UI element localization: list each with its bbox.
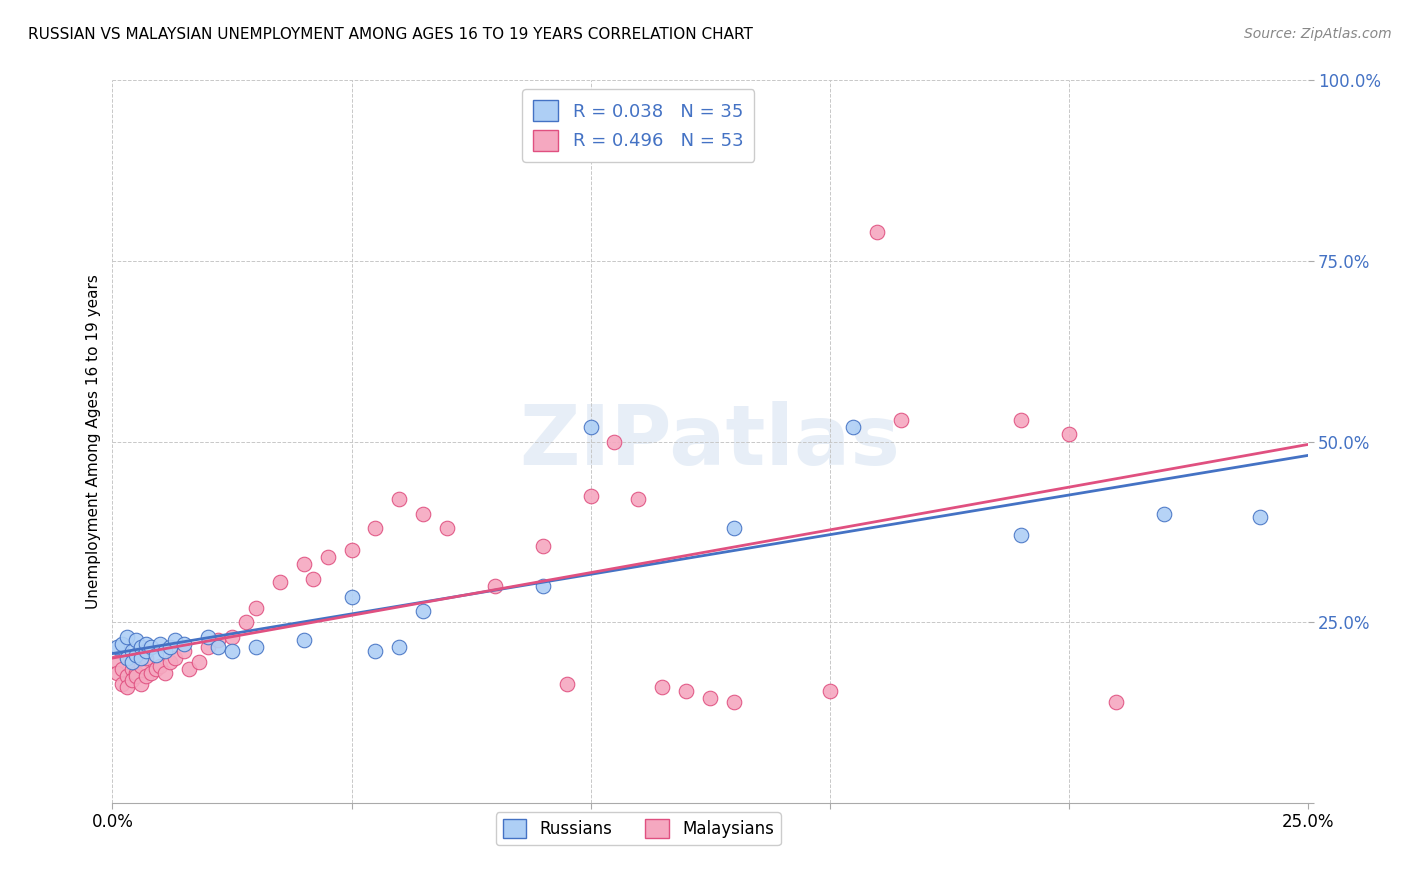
Point [135, 637, 157, 651]
Point [675, 683, 697, 698]
Point [125, 669, 148, 683]
Point [221, 630, 243, 644]
Point [1105, 695, 1128, 709]
Point [723, 695, 745, 709]
Point [135, 651, 157, 665]
Point [159, 655, 181, 669]
Point [121, 673, 143, 687]
Point [135, 669, 157, 683]
Point [651, 680, 673, 694]
Point [531, 579, 554, 593]
Point [292, 558, 315, 572]
Point [163, 633, 186, 648]
Y-axis label: Unemployment Among Ages 16 to 19 years: Unemployment Among Ages 16 to 19 years [86, 274, 101, 609]
Point [135, 644, 157, 658]
Point [129, 651, 152, 665]
Point [555, 676, 578, 690]
Point [412, 604, 434, 618]
Point [173, 637, 195, 651]
Point [235, 615, 257, 630]
Point [197, 640, 219, 655]
Point [121, 662, 143, 676]
Point [412, 507, 434, 521]
Point [723, 521, 745, 535]
Point [153, 644, 176, 658]
Point [1010, 413, 1032, 427]
Point [364, 644, 387, 658]
Text: RUSSIAN VS MALAYSIAN UNEMPLOYMENT AMONG AGES 16 TO 19 YEARS CORRELATION CHART: RUSSIAN VS MALAYSIAN UNEMPLOYMENT AMONG … [28, 27, 754, 42]
Point [129, 658, 152, 673]
Point [115, 669, 138, 683]
Point [197, 630, 219, 644]
Point [1010, 528, 1032, 542]
Point [111, 662, 134, 676]
Point [129, 676, 152, 690]
Point [153, 665, 176, 680]
Point [129, 640, 152, 655]
Point [149, 637, 172, 651]
Point [149, 658, 172, 673]
Point [115, 680, 138, 694]
Point [340, 590, 363, 604]
Point [364, 521, 387, 535]
Point [173, 644, 195, 658]
Point [818, 683, 841, 698]
Point [145, 662, 167, 676]
Point [484, 579, 506, 593]
Point [579, 420, 602, 434]
Point [245, 640, 267, 655]
Point [207, 640, 229, 655]
Legend: Russians, Malaysians: Russians, Malaysians [496, 813, 780, 845]
Point [269, 575, 291, 590]
Point [627, 492, 650, 507]
Point [245, 600, 267, 615]
Point [125, 665, 148, 680]
Point [111, 676, 134, 690]
Point [340, 542, 363, 557]
Point [187, 655, 209, 669]
Point [579, 489, 602, 503]
Point [699, 691, 721, 706]
Point [139, 665, 162, 680]
Point [115, 651, 138, 665]
Point [302, 572, 325, 586]
Point [105, 655, 128, 669]
Point [125, 633, 148, 648]
Point [221, 644, 243, 658]
Point [115, 630, 138, 644]
Point [1057, 427, 1080, 442]
Point [316, 550, 339, 565]
Point [125, 648, 148, 662]
Point [145, 648, 167, 662]
Point [1249, 510, 1271, 524]
Point [105, 665, 128, 680]
Point [388, 492, 411, 507]
Text: ZIPatlas: ZIPatlas [520, 401, 900, 482]
Point [159, 640, 181, 655]
Point [105, 640, 128, 655]
Point [139, 640, 162, 655]
Point [292, 633, 315, 648]
Point [177, 662, 200, 676]
Point [842, 420, 865, 434]
Point [121, 655, 143, 669]
Point [207, 633, 229, 648]
Point [1153, 507, 1175, 521]
Point [121, 644, 143, 658]
Point [111, 637, 134, 651]
Point [603, 434, 626, 449]
Point [163, 651, 186, 665]
Point [388, 640, 411, 655]
Point [531, 539, 554, 553]
Point [890, 413, 912, 427]
Point [866, 225, 889, 239]
Point [436, 521, 458, 535]
Text: Source: ZipAtlas.com: Source: ZipAtlas.com [1244, 27, 1392, 41]
